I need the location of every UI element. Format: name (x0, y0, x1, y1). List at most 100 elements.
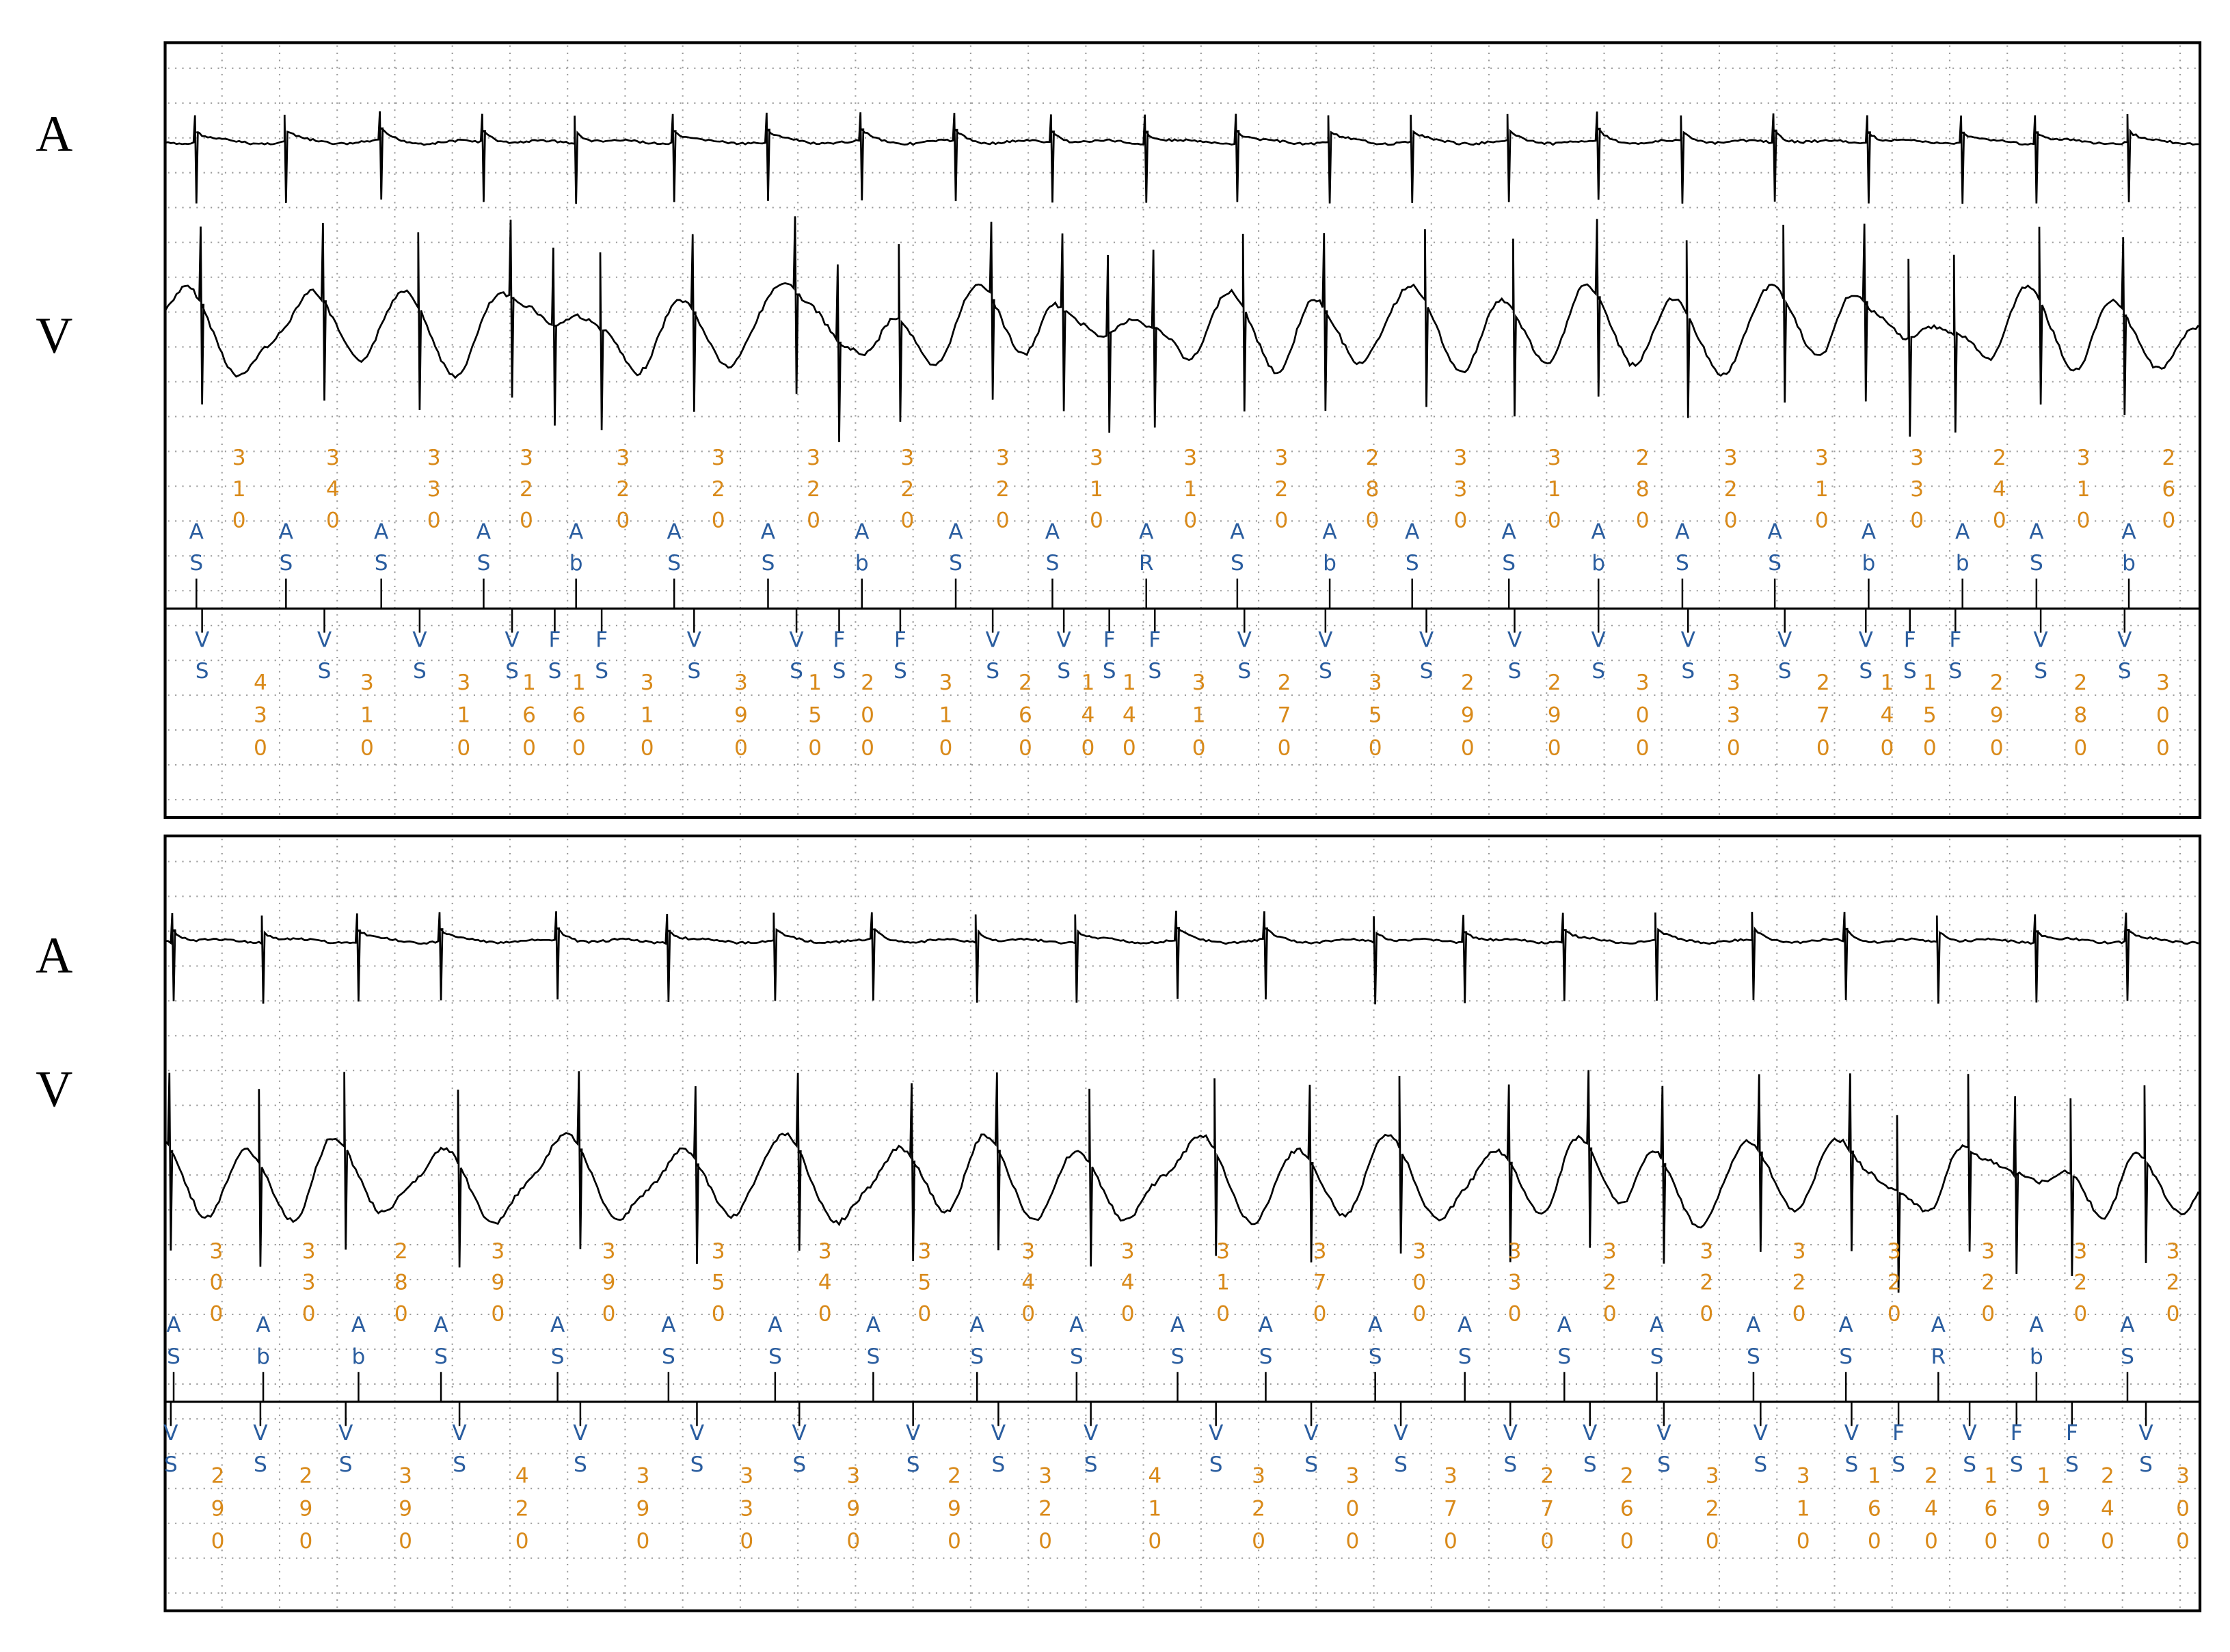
atrial-egm-trace (165, 910, 2199, 1005)
ventricular-egm-trace (164, 1070, 2200, 1293)
atrial-egm-trace (165, 111, 2199, 204)
ventricular-egm-trace (164, 216, 2200, 442)
row-label: A (36, 105, 72, 162)
panel: A S A b A b A S A S A S A S A S A S A S A S A S A S A S A S A S A S A S A R A b… (163, 834, 2202, 1612)
